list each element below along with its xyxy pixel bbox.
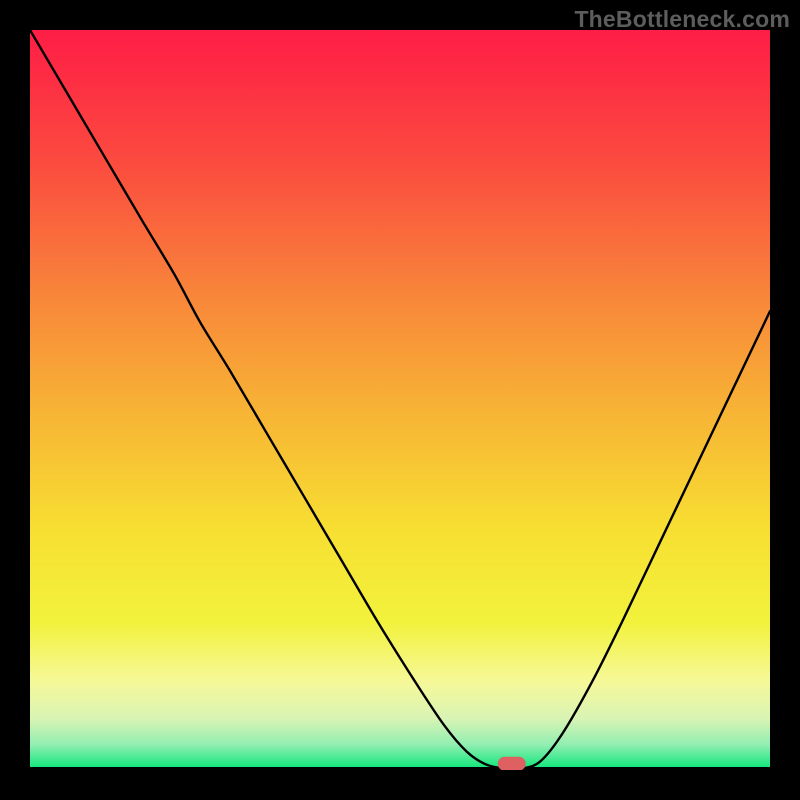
chart-frame: TheBottleneck.com [0,0,800,800]
plot-area [30,30,770,770]
minimum-marker [498,757,526,770]
chart-svg [30,30,770,770]
attribution-label: TheBottleneck.com [574,6,790,33]
